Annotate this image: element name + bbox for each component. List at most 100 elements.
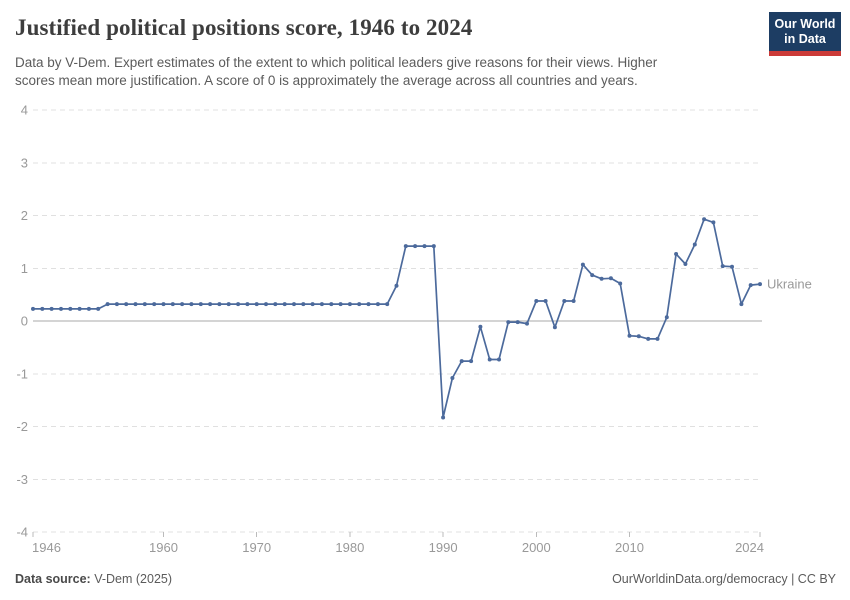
chart-footer: Data source: V-Dem (2025) OurWorldinData… <box>15 572 836 586</box>
data-point-2022[interactable] <box>739 302 744 307</box>
data-point-2016[interactable] <box>683 262 688 266</box>
data-point-2019[interactable] <box>711 220 716 225</box>
data-point-2002[interactable] <box>552 325 557 330</box>
data-point-1947[interactable] <box>40 306 45 311</box>
owid-logo-line2: in Data <box>784 32 826 46</box>
data-point-2014[interactable] <box>664 315 669 320</box>
data-point-1968[interactable] <box>236 302 241 307</box>
data-point-2015[interactable] <box>674 252 679 256</box>
data-point-1990[interactable] <box>441 415 446 420</box>
data-point-2008[interactable] <box>608 276 613 281</box>
data-point-2023[interactable] <box>748 283 753 288</box>
data-point-2018[interactable] <box>702 217 707 222</box>
data-point-1991[interactable] <box>450 376 455 380</box>
data-source-value: V-Dem (2025) <box>90 572 173 586</box>
data-point-1997[interactable] <box>506 320 511 325</box>
data-point-2003[interactable] <box>562 299 567 303</box>
data-point-2020[interactable] <box>720 264 725 269</box>
data-point-1973[interactable] <box>282 302 287 307</box>
data-point-2012[interactable] <box>646 336 651 341</box>
data-point-1961[interactable] <box>170 302 175 307</box>
data-point-1946[interactable] <box>31 306 35 311</box>
data-point-1963[interactable] <box>189 302 194 307</box>
y-axis-label-0: 0 <box>21 314 28 329</box>
data-point-1981[interactable] <box>357 302 362 307</box>
data-point-1969[interactable] <box>245 302 250 307</box>
data-point-2021[interactable] <box>730 264 734 269</box>
data-point-2024[interactable] <box>758 282 762 287</box>
data-point-1960[interactable] <box>161 302 166 307</box>
license-link[interactable]: CC BY <box>797 572 836 586</box>
data-point-1957[interactable] <box>133 302 138 307</box>
data-point-1966[interactable] <box>217 302 222 307</box>
data-point-1955[interactable] <box>114 302 119 307</box>
data-point-2011[interactable] <box>636 334 641 339</box>
footer-links: OurWorldinData.org/democracy | CC BY <box>612 572 836 586</box>
data-point-2013[interactable] <box>655 336 660 341</box>
chart-line-ukraine[interactable] <box>32 218 761 419</box>
data-point-1975[interactable] <box>301 302 306 307</box>
data-point-1979[interactable] <box>338 302 343 307</box>
data-point-1980[interactable] <box>347 302 352 307</box>
data-point-1985[interactable] <box>394 283 399 288</box>
data-point-1950[interactable] <box>68 306 73 311</box>
data-point-1984[interactable] <box>385 302 390 307</box>
data-point-2017[interactable] <box>692 242 697 247</box>
data-point-2009[interactable] <box>618 281 623 286</box>
y-axis-label--1: -1 <box>16 366 28 381</box>
data-point-2001[interactable] <box>543 299 548 303</box>
owid-logo-line1: Our World <box>774 17 836 31</box>
data-point-1948[interactable] <box>49 306 54 311</box>
data-point-1988[interactable] <box>422 244 427 249</box>
x-axis-label-1960: 1960 <box>149 540 178 555</box>
data-point-1959[interactable] <box>152 302 157 307</box>
data-point-1967[interactable] <box>226 302 231 307</box>
data-point-1956[interactable] <box>124 302 129 307</box>
data-point-1951[interactable] <box>77 306 82 311</box>
data-point-1952[interactable] <box>86 306 91 311</box>
data-point-1977[interactable] <box>319 302 324 307</box>
data-point-1995[interactable] <box>487 357 492 362</box>
y-axis-label--2: -2 <box>16 419 28 434</box>
data-point-1993[interactable] <box>469 359 474 364</box>
data-point-1965[interactable] <box>208 302 213 307</box>
data-point-1987[interactable] <box>413 244 418 249</box>
data-point-1958[interactable] <box>142 302 147 307</box>
data-point-1954[interactable] <box>105 302 110 307</box>
data-point-1996[interactable] <box>497 357 501 362</box>
data-point-1970[interactable] <box>254 302 259 307</box>
data-point-1972[interactable] <box>273 302 278 307</box>
x-axis-label-2000: 2000 <box>522 540 551 555</box>
data-point-1962[interactable] <box>180 302 185 307</box>
data-point-1994[interactable] <box>478 324 483 329</box>
data-point-1971[interactable] <box>264 302 268 307</box>
data-point-1978[interactable] <box>329 302 334 307</box>
data-point-2007[interactable] <box>599 276 604 281</box>
data-point-1999[interactable] <box>525 321 529 326</box>
data-point-1998[interactable] <box>515 320 520 325</box>
data-point-1986[interactable] <box>403 244 408 249</box>
owid-logo[interactable]: Our World in Data <box>769 12 841 56</box>
y-axis-label-1: 1 <box>21 261 28 276</box>
data-point-1953[interactable] <box>96 306 101 311</box>
data-point-2010[interactable] <box>627 333 632 338</box>
owid-url-link[interactable]: OurWorldinData.org/democracy <box>612 572 788 586</box>
data-point-1983[interactable] <box>375 302 380 307</box>
data-point-1989[interactable] <box>431 244 436 249</box>
data-point-1949[interactable] <box>59 306 63 311</box>
data-point-2000[interactable] <box>534 299 539 303</box>
data-point-1992[interactable] <box>459 359 464 364</box>
x-axis-label-1990: 1990 <box>429 540 458 555</box>
data-point-1982[interactable] <box>366 302 371 307</box>
data-point-1976[interactable] <box>310 302 315 307</box>
data-point-1974[interactable] <box>292 302 296 307</box>
data-point-1964[interactable] <box>198 302 203 307</box>
data-point-2004[interactable] <box>571 299 576 303</box>
data-point-2006[interactable] <box>590 273 595 278</box>
y-axis-label-3: 3 <box>21 155 28 170</box>
data-point-2005[interactable] <box>580 262 585 267</box>
x-axis-label-2024: 2024 <box>735 540 764 555</box>
x-axis-label-1980: 1980 <box>335 540 364 555</box>
entity-label-ukraine[interactable]: Ukraine <box>767 277 812 292</box>
